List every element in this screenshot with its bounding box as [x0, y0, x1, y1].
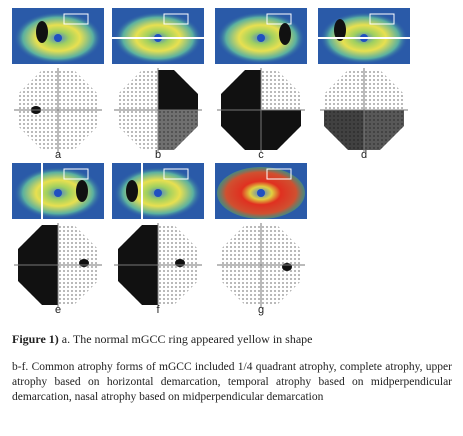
vf-defect: [118, 265, 158, 305]
visual-field: [114, 223, 202, 307]
scan-box: [63, 13, 89, 25]
panel-label: e: [55, 304, 61, 316]
visual-field: [217, 223, 305, 307]
figure: a b c d e f g: [12, 8, 410, 316]
fovea: [257, 189, 265, 197]
scan-box: [163, 13, 189, 25]
panel: e: [12, 163, 104, 316]
fovea: [154, 189, 162, 197]
caption-line: Figure 1) a. The normal mGCC ring appear…: [12, 332, 452, 347]
vf-defect: [158, 110, 198, 150]
vf-defect: [18, 225, 58, 265]
vf-defect: [79, 259, 89, 267]
vf-defect: [324, 110, 364, 150]
fovea: [54, 34, 62, 42]
panel: g: [215, 163, 307, 316]
panel: c: [215, 8, 307, 161]
vf-defect: [175, 259, 185, 267]
atrophy-spot: [76, 180, 88, 202]
scan-box: [369, 13, 395, 25]
panel-label: d: [361, 149, 367, 161]
vf-defect: [18, 265, 58, 305]
panel-label: f: [156, 304, 160, 316]
vf-defect: [221, 70, 261, 110]
fovea: [54, 189, 62, 197]
visual-field: [320, 68, 408, 152]
scan-box: [266, 13, 292, 25]
visual-field: [114, 68, 202, 152]
scan-box: [266, 168, 292, 180]
vf-defect: [364, 110, 404, 150]
atrophy-spot: [36, 21, 48, 43]
visual-field: [14, 223, 102, 307]
panel: b: [112, 8, 204, 161]
caption-paragraph: b-f. Common atrophy forms of mGCC includ…: [12, 361, 452, 403]
panel-label: b: [155, 149, 161, 161]
panel: d: [318, 8, 410, 161]
vf-defect: [282, 263, 292, 271]
panel: f: [112, 163, 204, 316]
panel: a: [12, 8, 104, 161]
scan-box: [163, 168, 189, 180]
caption-text: a. The normal mGCC ring appeared yellow …: [61, 332, 313, 346]
atrophy-spot: [126, 180, 138, 202]
vf-defect: [261, 110, 301, 150]
atrophy-spot: [279, 23, 291, 45]
figure-label: Figure 1): [12, 332, 59, 346]
vf-defect: [118, 225, 158, 265]
vf-defect: [158, 70, 198, 110]
fovea: [257, 34, 265, 42]
panel-label: c: [258, 149, 264, 161]
visual-field: [217, 68, 305, 152]
scan-box: [63, 168, 89, 180]
atrophy-spot: [334, 19, 346, 41]
visual-field: [14, 68, 102, 152]
panel-label: a: [55, 149, 62, 161]
panel-label: g: [258, 304, 264, 316]
vf-defect: [221, 110, 261, 150]
